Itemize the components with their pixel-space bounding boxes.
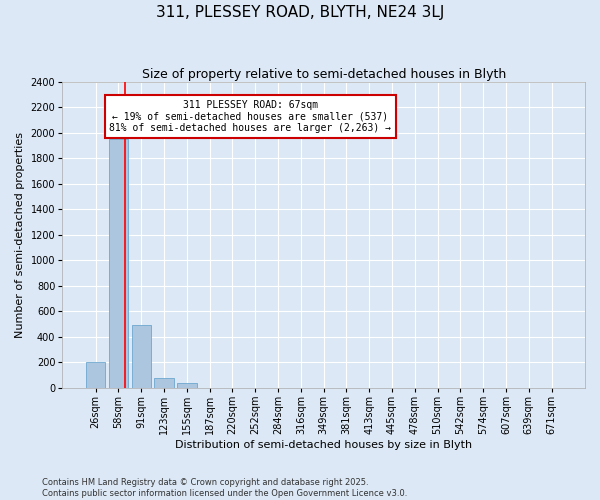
Text: 311, PLESSEY ROAD, BLYTH, NE24 3LJ: 311, PLESSEY ROAD, BLYTH, NE24 3LJ: [156, 5, 444, 20]
Bar: [86, 362, 106, 388]
Title: Size of property relative to semi-detached houses in Blyth: Size of property relative to semi-detach…: [142, 68, 506, 80]
Text: 311 PLESSEY ROAD: 67sqm
← 19% of semi-detached houses are smaller (537)
81% of s: 311 PLESSEY ROAD: 67sqm ← 19% of semi-de…: [109, 100, 391, 133]
Y-axis label: Number of semi-detached properties: Number of semi-detached properties: [15, 132, 25, 338]
Bar: [154, 378, 174, 388]
Bar: [131, 326, 151, 388]
Bar: [109, 139, 128, 388]
Text: Contains HM Land Registry data © Crown copyright and database right 2025.
Contai: Contains HM Land Registry data © Crown c…: [42, 478, 407, 498]
Bar: [177, 383, 197, 388]
X-axis label: Distribution of semi-detached houses by size in Blyth: Distribution of semi-detached houses by …: [175, 440, 472, 450]
